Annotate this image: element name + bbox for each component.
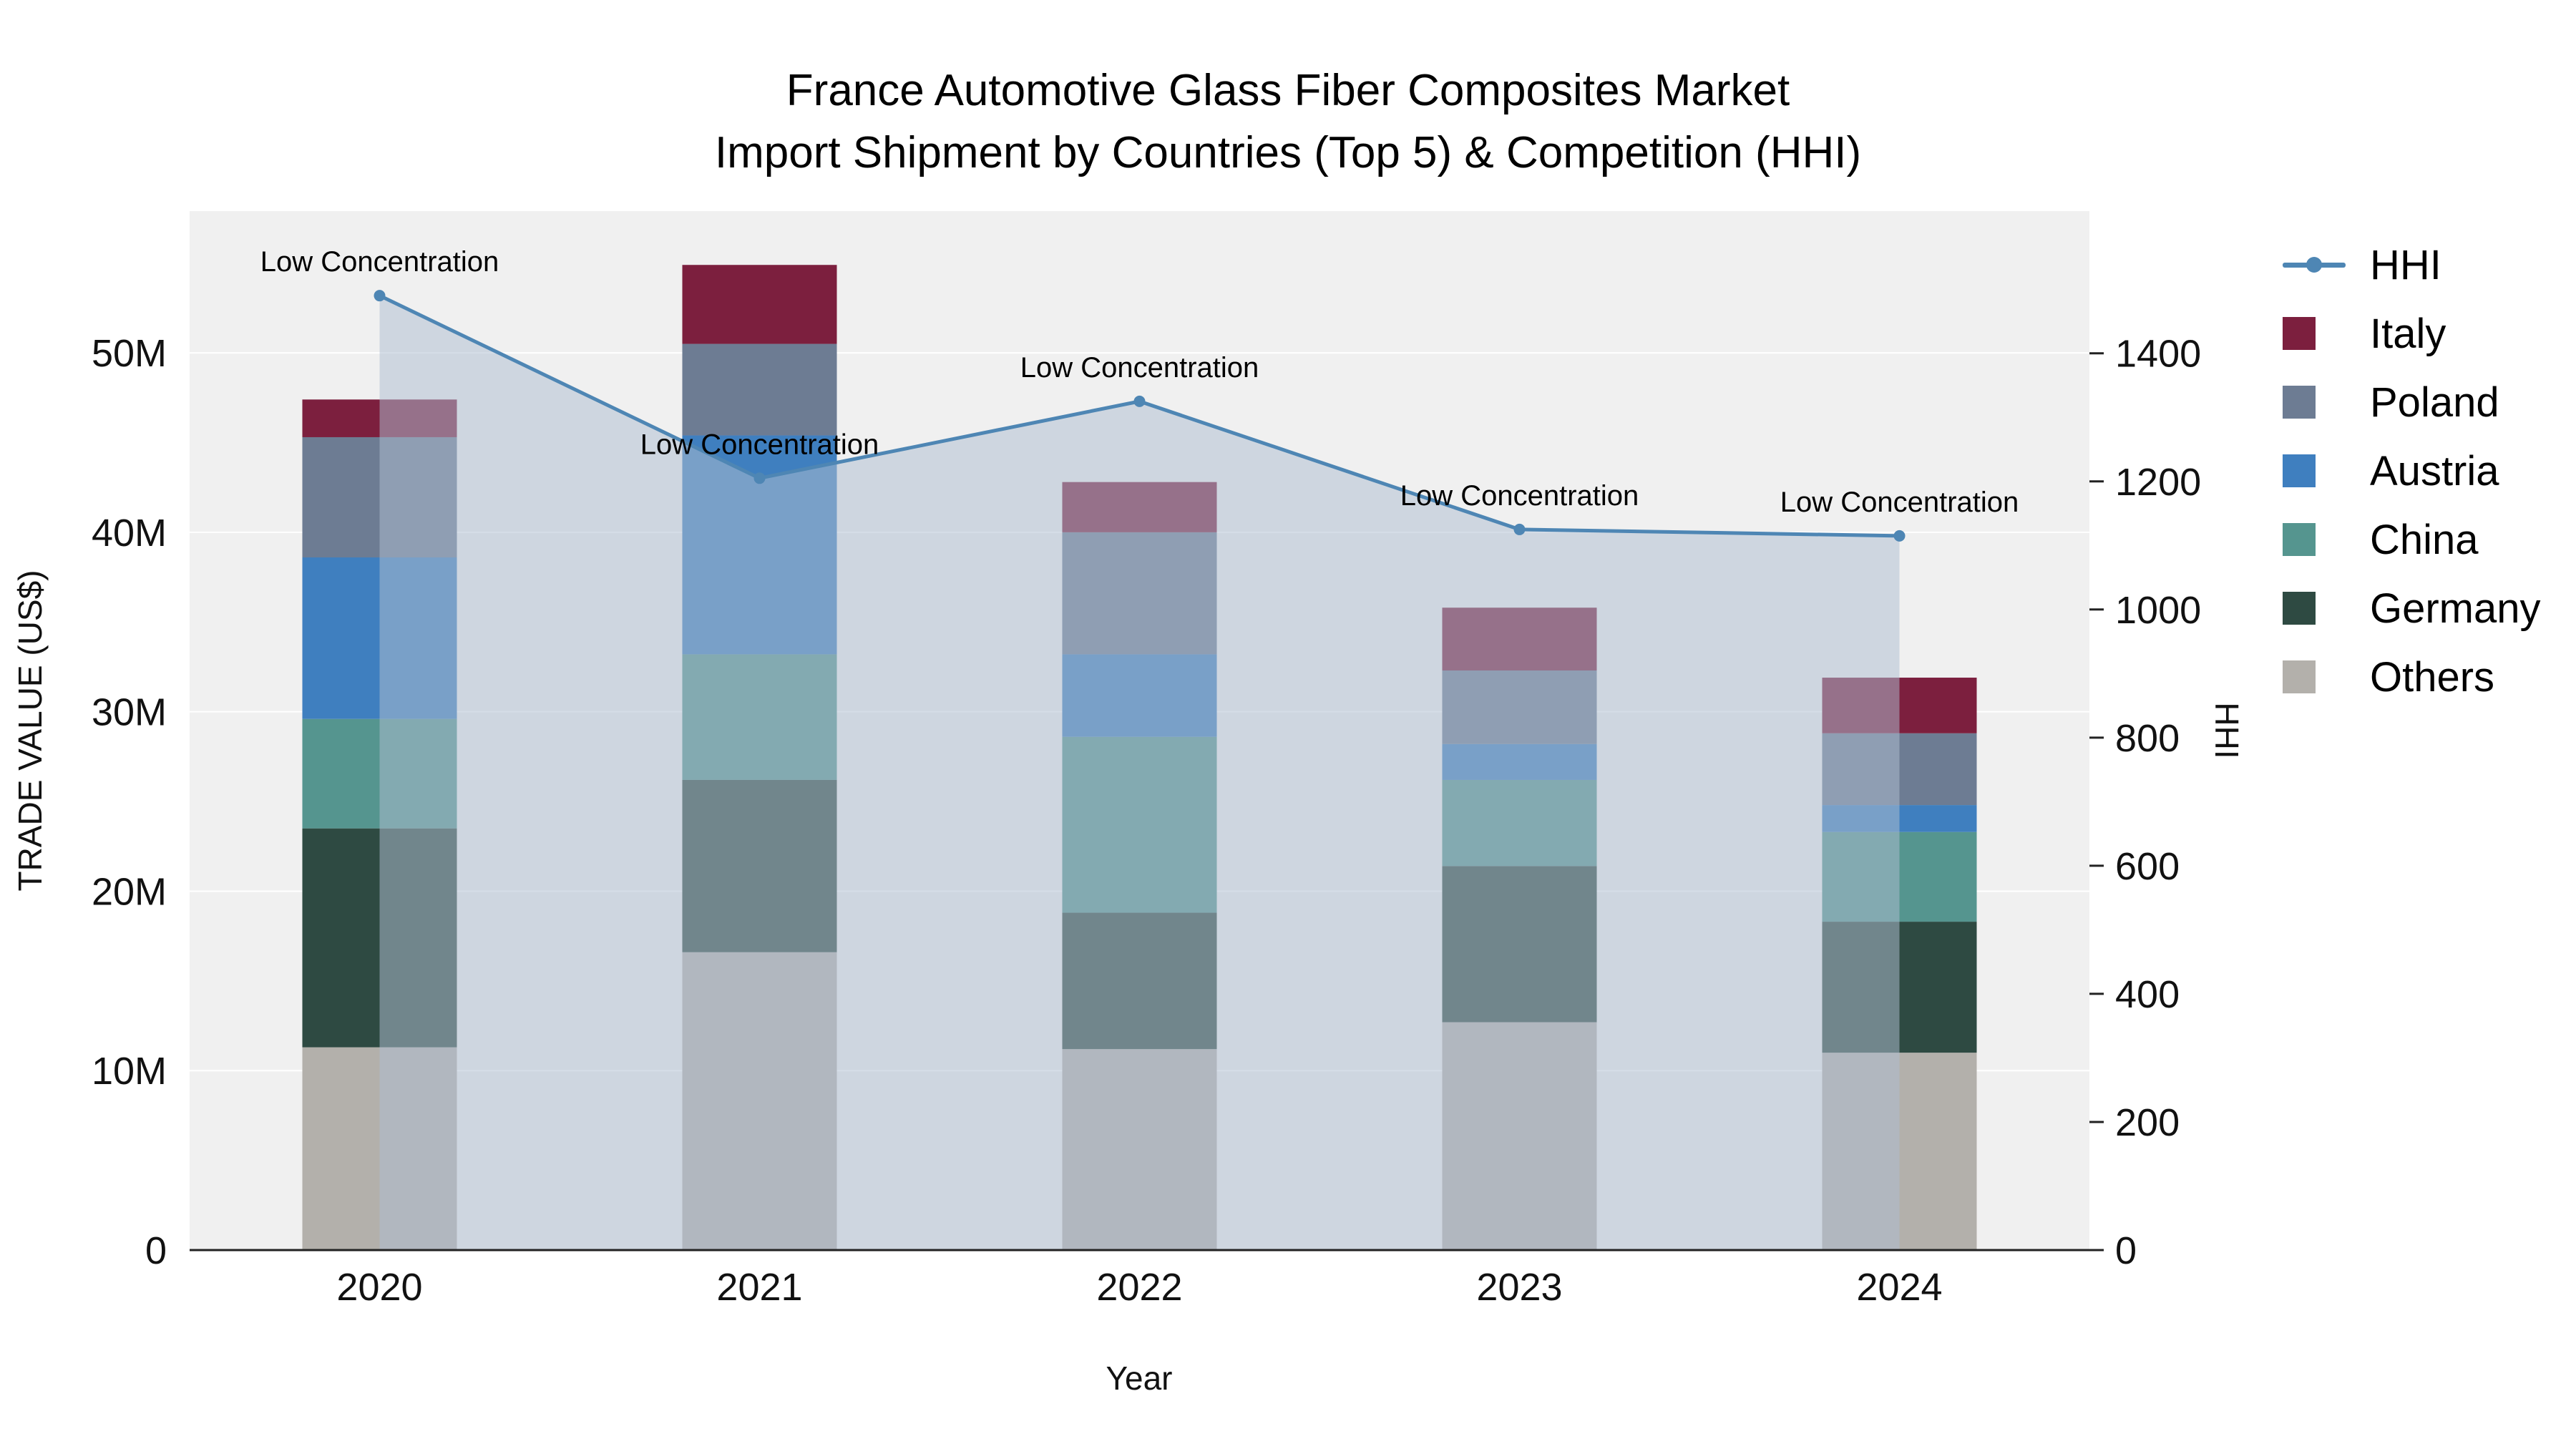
y-tick-label: 30M <box>92 691 167 734</box>
y2-tick-label: 400 <box>2115 973 2180 1016</box>
legend-label: Poland <box>2370 379 2499 426</box>
y2-tick-label: 1000 <box>2115 589 2201 632</box>
chart-title-line1: France Automotive Glass Fiber Composites… <box>786 66 1790 115</box>
bar-2021-italy[interactable] <box>682 265 837 344</box>
legend-label: Austria <box>2370 447 2499 494</box>
y2-tick-label: 600 <box>2115 845 2180 888</box>
chart-title: France Automotive Glass Fiber Composites… <box>0 60 2576 185</box>
y-tick-label: 10M <box>92 1050 167 1093</box>
x-tick-label-2023: 2023 <box>1476 1266 1562 1309</box>
y-tick-label: 50M <box>92 332 167 375</box>
legend-swatch-icon <box>2283 592 2354 625</box>
legend-label: Germany <box>2370 585 2541 632</box>
x-tick-label-2024: 2024 <box>1856 1266 1942 1309</box>
y-tick-label: 20M <box>92 870 167 913</box>
legend-label: HHI <box>2370 241 2441 288</box>
y-axis-title: TRADE VALUE (US$) <box>11 570 49 892</box>
legend-item-poland[interactable]: Poland <box>2283 368 2541 436</box>
legend-label: Others <box>2370 653 2495 701</box>
legend-item-austria[interactable]: Austria <box>2283 436 2541 505</box>
y2-tick-label: 200 <box>2115 1101 2180 1144</box>
legend-swatch-icon <box>2283 386 2354 419</box>
annotation-2023: Low Concentration <box>1400 480 1639 512</box>
legend-swatch-icon <box>2283 523 2354 556</box>
legend-item-china[interactable]: China <box>2283 505 2541 574</box>
legend-item-others[interactable]: Others <box>2283 643 2541 711</box>
hhi-line-icon <box>2283 257 2354 273</box>
y-tick-label: 0 <box>145 1229 167 1272</box>
legend-swatch-icon <box>2283 317 2354 350</box>
x-axis-title: Year <box>1106 1360 1173 1397</box>
legend-item-italy[interactable]: Italy <box>2283 299 2541 368</box>
chart-title-line2: Import Shipment by Countries (Top 5) & C… <box>714 127 1862 177</box>
legend: HHI Italy Poland Austria China Germany Others <box>2283 230 2541 711</box>
x-tick-label-2021: 2021 <box>716 1266 802 1309</box>
y2-tick-label: 1200 <box>2115 461 2201 504</box>
legend-swatch-icon <box>2283 660 2354 693</box>
annotation-2020: Low Concentration <box>260 246 499 278</box>
hhi-point-2024[interactable] <box>1893 530 1906 542</box>
y-tick-label: 40M <box>92 512 167 555</box>
legend-label: China <box>2370 516 2479 563</box>
y2-tick-label: 800 <box>2115 717 2180 760</box>
legend-swatch-icon <box>2283 454 2354 487</box>
annotation-2022: Low Concentration <box>1020 352 1259 384</box>
bar-2021-poland[interactable] <box>682 343 837 436</box>
y2-tick-label: 0 <box>2115 1229 2137 1272</box>
hhi-point-2021[interactable] <box>753 472 766 484</box>
hhi-point-2020[interactable] <box>374 290 386 302</box>
annotation-2021: Low Concentration <box>640 429 879 460</box>
hhi-point-2023[interactable] <box>1513 523 1526 535</box>
x-tick-label-2022: 2022 <box>1096 1266 1182 1309</box>
y2-tick-label: 1400 <box>2115 333 2201 376</box>
annotation-2024: Low Concentration <box>1780 487 2019 518</box>
legend-label: Italy <box>2370 310 2446 357</box>
hhi-point-2022[interactable] <box>1133 395 1146 407</box>
legend-item-hhi[interactable]: HHI <box>2283 230 2541 299</box>
x-tick-label-2020: 2020 <box>336 1266 422 1309</box>
y2-axis-title: HHI <box>2208 702 2245 759</box>
legend-item-germany[interactable]: Germany <box>2283 574 2541 643</box>
